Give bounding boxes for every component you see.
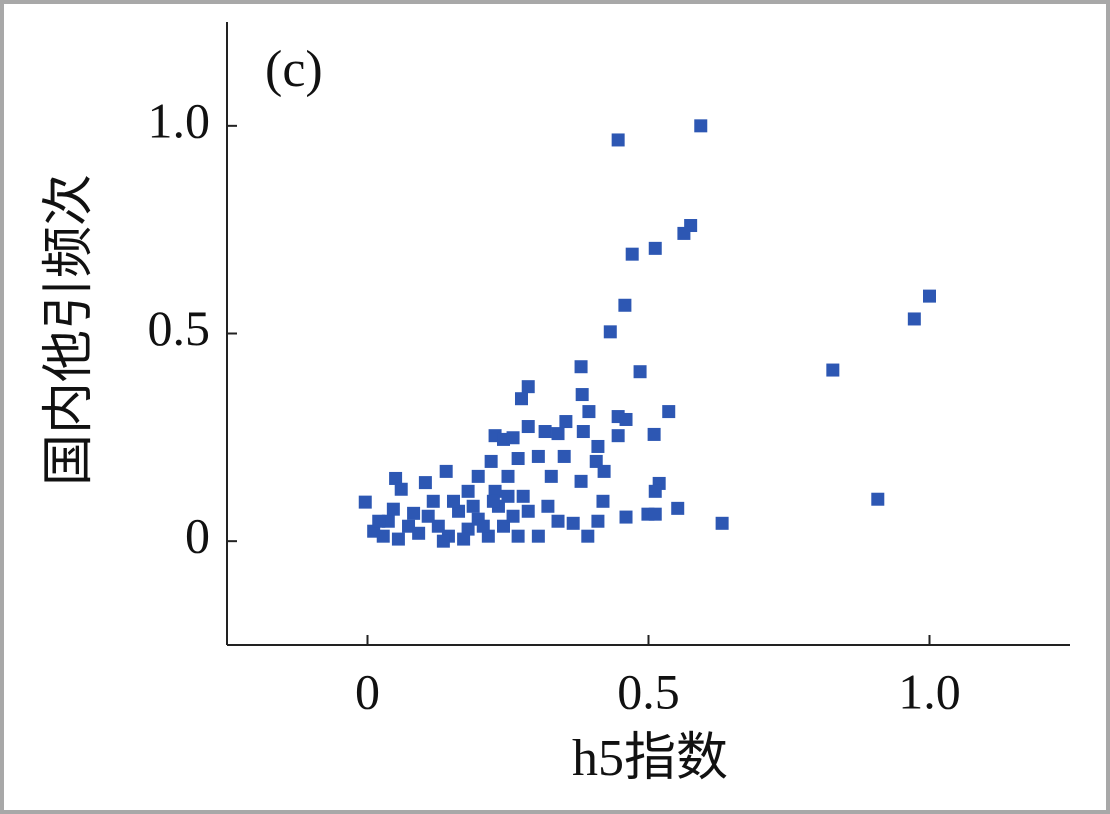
point — [531, 529, 545, 543]
point — [662, 405, 676, 419]
point — [358, 495, 372, 509]
point — [591, 514, 605, 528]
point — [484, 454, 498, 468]
point — [511, 529, 525, 543]
y-tick-label: 0 — [185, 508, 210, 564]
point — [574, 360, 588, 374]
point — [618, 298, 632, 312]
point — [538, 425, 552, 439]
point — [923, 289, 936, 303]
point — [389, 471, 403, 485]
point — [431, 519, 445, 533]
point — [497, 519, 511, 533]
point — [551, 514, 565, 528]
point — [589, 454, 603, 468]
point — [386, 502, 400, 516]
point — [581, 529, 595, 543]
point — [501, 489, 515, 503]
point — [461, 484, 475, 498]
point — [376, 529, 390, 543]
point — [544, 469, 558, 483]
point — [407, 506, 421, 520]
point — [514, 392, 528, 406]
point — [625, 247, 639, 261]
point — [436, 534, 450, 548]
point — [446, 494, 460, 508]
point — [457, 532, 471, 546]
point — [402, 519, 416, 533]
point — [506, 431, 520, 445]
x-tick-label: 0 — [355, 663, 380, 719]
panel-label: (c) — [265, 41, 323, 98]
point — [574, 474, 588, 488]
point — [871, 492, 885, 506]
point — [648, 241, 662, 255]
point — [426, 494, 440, 508]
point — [521, 420, 535, 434]
y-tick-label: 1.0 — [148, 92, 211, 148]
point — [486, 494, 500, 508]
point — [715, 516, 729, 530]
point — [566, 516, 580, 530]
point — [694, 119, 708, 133]
point — [516, 489, 530, 503]
point — [531, 449, 545, 463]
point — [647, 427, 661, 441]
point — [611, 429, 625, 443]
point — [596, 494, 610, 508]
point — [452, 504, 466, 518]
point — [521, 504, 535, 518]
point — [391, 532, 405, 546]
point — [603, 325, 617, 339]
point — [671, 501, 685, 515]
point — [557, 449, 571, 463]
point — [481, 529, 495, 543]
point — [418, 476, 432, 490]
point — [421, 509, 435, 523]
point — [591, 439, 605, 453]
point — [372, 514, 386, 528]
point — [576, 425, 590, 439]
x-axis-label: h5指数 — [572, 730, 728, 787]
point — [521, 380, 535, 394]
point — [677, 226, 691, 240]
point — [551, 427, 565, 441]
point — [471, 469, 485, 483]
point — [559, 415, 573, 429]
point — [633, 365, 647, 379]
point — [619, 510, 633, 524]
point — [619, 412, 633, 426]
point — [575, 388, 589, 402]
y-axis-label: 国内他引频次 — [41, 174, 98, 486]
y-tick-label: 0.5 — [148, 300, 211, 356]
point — [466, 499, 480, 513]
point — [506, 509, 520, 523]
point — [648, 484, 662, 498]
point — [501, 469, 515, 483]
point — [476, 519, 490, 533]
point — [412, 526, 426, 540]
point — [541, 499, 555, 513]
point — [611, 133, 625, 147]
point — [648, 507, 662, 521]
point — [488, 484, 502, 498]
point — [461, 522, 475, 536]
point — [582, 405, 596, 419]
x-tick-label: 1.0 — [898, 663, 961, 719]
point — [394, 482, 408, 496]
point — [907, 312, 921, 326]
point — [826, 363, 840, 377]
point — [439, 464, 453, 478]
x-tick-label: 0.5 — [617, 663, 680, 719]
point — [597, 464, 611, 478]
point — [511, 452, 525, 466]
